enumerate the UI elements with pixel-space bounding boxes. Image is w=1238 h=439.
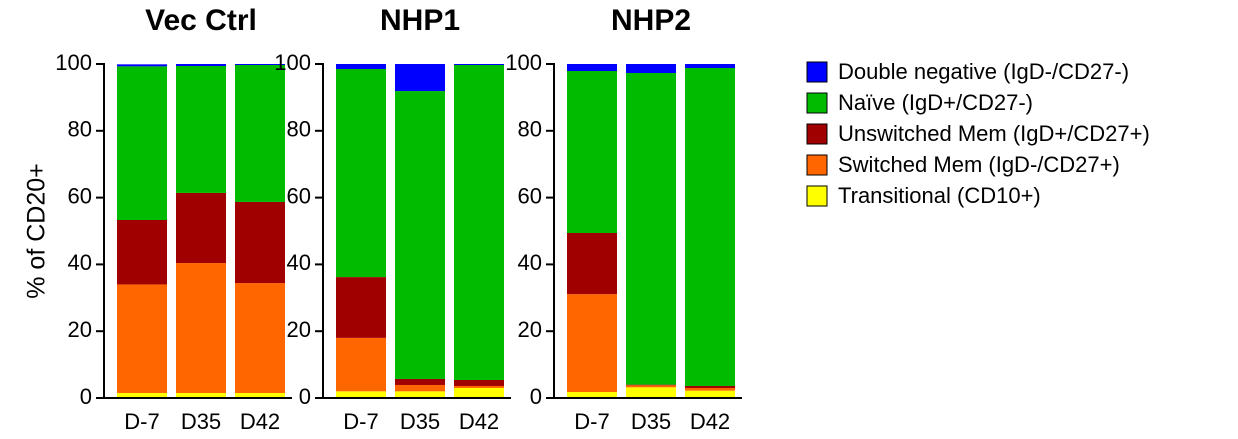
x-tick-label: D42 — [459, 409, 499, 434]
legend-label: Double negative (IgD-/CD27-) — [838, 59, 1129, 84]
y-tick-label: 100 — [274, 50, 311, 75]
bar-segment — [395, 384, 445, 392]
y-tick-label: 0 — [299, 384, 311, 409]
legend-label: Transitional (CD10+) — [838, 183, 1041, 208]
x-tick-label: D35 — [400, 409, 440, 434]
y-tick-label: 60 — [518, 183, 542, 208]
bar-segment — [235, 64, 285, 66]
bar-segment — [454, 64, 504, 66]
bar-segment — [176, 64, 226, 67]
bar-segment — [567, 294, 617, 392]
y-tick-label: 80 — [518, 117, 542, 142]
legend-swatch — [806, 154, 828, 176]
y-tick-label: 20 — [287, 317, 311, 342]
bar-segment — [626, 384, 676, 386]
bar-segment — [176, 192, 226, 264]
bar-segment — [626, 387, 676, 398]
bar-segment — [117, 64, 167, 67]
y-tick-label: 0 — [80, 384, 92, 409]
bar-segment — [395, 91, 445, 379]
bar-segment — [336, 337, 386, 392]
bar-segment — [454, 385, 504, 388]
x-tick-label: D-7 — [574, 409, 609, 434]
bar-segment — [395, 378, 445, 385]
bar-segment — [235, 283, 285, 393]
x-tick-label: D-7 — [343, 409, 378, 434]
y-tick-label: 80 — [287, 117, 311, 142]
chart-title: NHP2 — [611, 4, 691, 37]
bar-segment — [117, 66, 167, 220]
bar-segment — [626, 64, 676, 74]
y-tick-label: 80 — [68, 117, 92, 142]
x-tick-label: D35 — [631, 409, 671, 434]
legend-swatch — [806, 92, 828, 114]
bar-segment — [567, 71, 617, 234]
bar-segment — [626, 385, 676, 388]
bar-segment — [454, 387, 504, 398]
bar-segment — [336, 69, 386, 278]
bar-segment — [395, 391, 445, 398]
y-tick-label: 100 — [505, 50, 542, 75]
legend-swatch — [806, 123, 828, 145]
bar-segment — [685, 390, 735, 398]
y-tick-label: 20 — [68, 317, 92, 342]
y-tick-label: 40 — [518, 250, 542, 275]
x-tick-label: D42 — [690, 409, 730, 434]
bar-segment — [235, 201, 285, 284]
chart-title: NHP1 — [380, 4, 460, 37]
bar-segment — [395, 64, 445, 92]
bar-segment — [567, 391, 617, 398]
bar-segment — [567, 64, 617, 72]
y-axis-label: % of CD20+ — [23, 163, 51, 299]
bar-segment — [336, 277, 386, 338]
bar-segment — [176, 392, 226, 398]
legend-swatch — [806, 61, 828, 83]
y-tick-label: 100 — [55, 50, 92, 75]
bar-segment — [176, 66, 226, 193]
y-tick-label: 20 — [518, 317, 542, 342]
bar-segment — [176, 263, 226, 393]
legend-label: Switched Mem (IgD-/CD27+) — [838, 152, 1120, 177]
bar-segment — [117, 392, 167, 398]
legend-label: Naïve (IgD+/CD27-) — [838, 90, 1033, 115]
y-tick-label: 60 — [287, 183, 311, 208]
y-tick-label: 40 — [68, 250, 92, 275]
chart-title: Vec Ctrl — [145, 4, 257, 37]
bar-segment — [454, 379, 504, 386]
x-tick-label: D-7 — [124, 409, 159, 434]
bar-segment — [626, 73, 676, 385]
bar-segment — [567, 233, 617, 295]
bar-segment — [685, 64, 735, 69]
bar-segment — [117, 284, 167, 393]
bar-segment — [336, 64, 386, 70]
bar-segment — [235, 392, 285, 398]
y-tick-label: 60 — [68, 183, 92, 208]
bar-segment — [235, 65, 285, 202]
bar-segment — [336, 391, 386, 398]
legend-swatch — [806, 185, 828, 207]
bar-segment — [117, 219, 167, 285]
x-tick-label: D35 — [181, 409, 221, 434]
y-tick-label: 0 — [530, 384, 542, 409]
bar-segment — [685, 387, 735, 391]
x-tick-label: D42 — [240, 409, 280, 434]
legend-label: Unswitched Mem (IgD+/CD27+) — [838, 121, 1150, 146]
bar-segment — [685, 385, 735, 388]
bar-segment — [454, 65, 504, 380]
y-tick-label: 40 — [287, 250, 311, 275]
bar-segment — [685, 68, 735, 386]
